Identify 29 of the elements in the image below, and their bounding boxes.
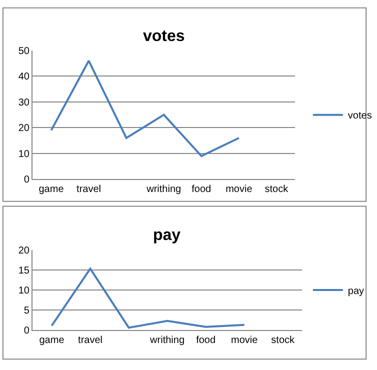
x-tick-label: food [192,184,212,196]
y-tick-label: 0 [24,174,30,186]
y-tick-label: 10 [18,285,30,296]
y-tick-label: 10 [18,148,30,160]
x-tick-label: stock [264,184,290,196]
line-series [50,60,240,157]
y-tick-label: 20 [18,245,30,256]
x-tick-label: food [196,335,216,346]
chart-title: pay [153,227,181,244]
y-tick-label: 50 [18,46,30,57]
x-tick-label: game [39,335,65,346]
y-tick-label: 5 [24,306,30,317]
x-tick-label: travel [76,184,101,196]
y-tick-label: 30 [18,97,30,108]
x-tick-label: movie [230,335,258,346]
legend-label: votes [348,110,372,122]
x-tick-label: movie [226,184,253,196]
x-tick-label: writhing [149,335,185,346]
x-tick-label: stock [271,335,296,346]
x-tick-label: writhing [146,184,182,196]
x-tick-label: travel [78,335,102,346]
chart-title: votes [143,28,185,45]
legend-label: pay [348,286,364,297]
x-tick-label: game [38,184,64,196]
y-tick-label: 0 [24,326,30,337]
y-tick-label: 40 [18,72,30,83]
y-tick-label: 20 [18,123,30,134]
y-tick-label: 15 [18,265,30,276]
line-series [50,268,246,329]
